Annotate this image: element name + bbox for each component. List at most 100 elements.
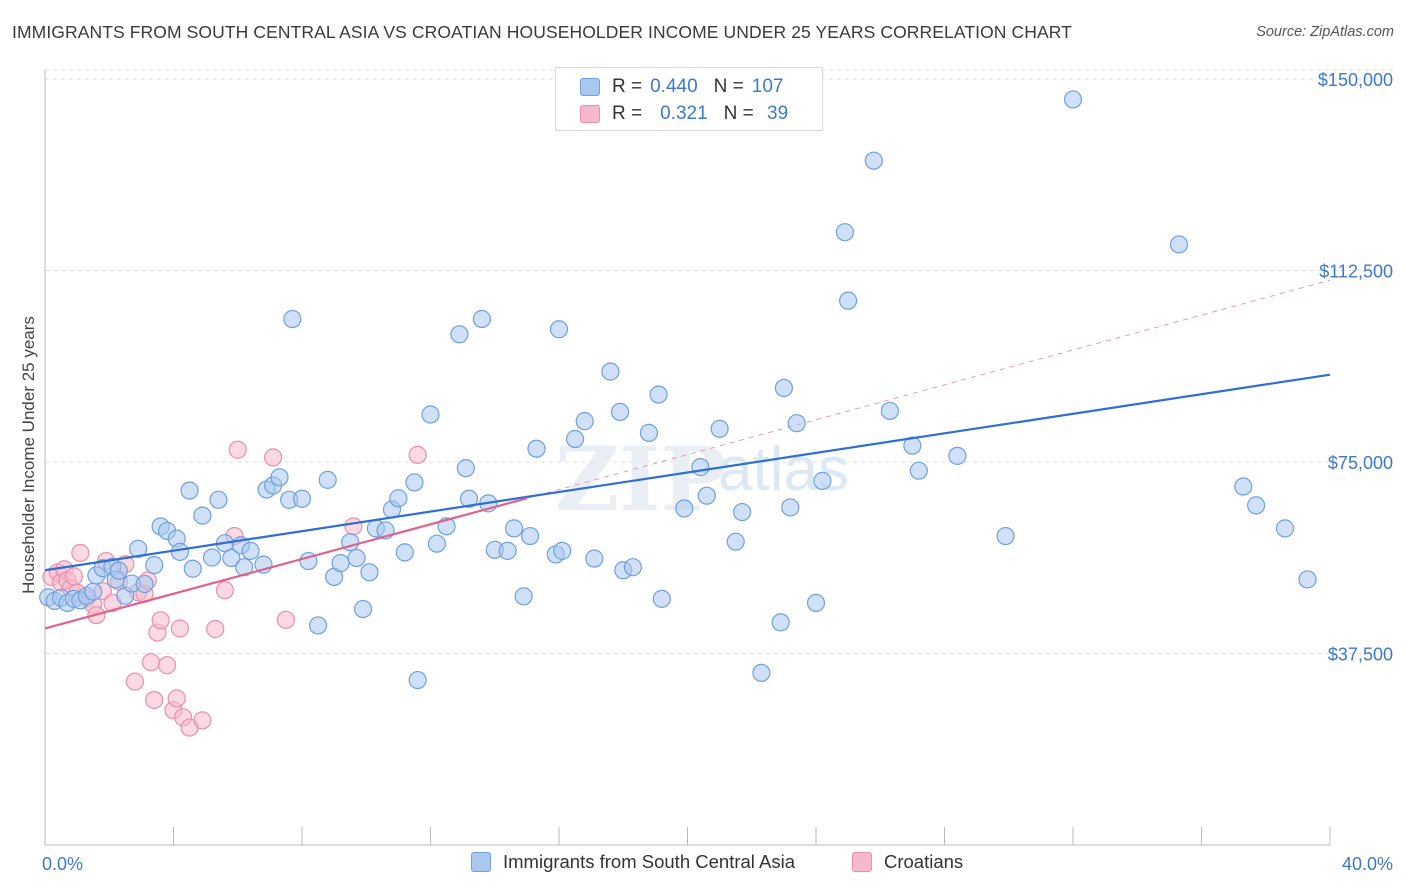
legend-swatch-pink <box>852 852 872 872</box>
immigrants-point <box>1275 519 1295 538</box>
y-tick-label: $112,500 <box>1319 262 1393 282</box>
immigrants-point <box>520 526 540 546</box>
immigrants-point <box>1169 235 1189 254</box>
immigrants-point <box>395 543 414 562</box>
immigrants-point <box>283 309 302 329</box>
immigrants-point <box>787 414 806 433</box>
immigrants-point <box>909 461 928 480</box>
immigrants-point <box>948 446 967 465</box>
immigrants-point <box>498 541 517 560</box>
legend-n-value: 39 <box>761 103 789 124</box>
immigrants-point <box>318 470 337 489</box>
trend-lines <box>526 279 1331 499</box>
immigrants-point <box>880 401 899 421</box>
immigrants-point <box>733 502 752 522</box>
legend-label-immigrants: Immigrants from South Central Asia <box>503 851 795 872</box>
legend-swatch-blue <box>471 852 491 872</box>
watermark-atlas: atlas <box>718 435 849 504</box>
immigrants-trend-line <box>44 373 1331 572</box>
immigrants-point <box>781 498 800 517</box>
immigrants-point <box>864 151 883 170</box>
immigrants-point <box>241 541 260 560</box>
immigrants-point <box>1247 496 1266 515</box>
immigrants-point <box>84 582 103 601</box>
watermark: ZIP atlas <box>555 427 849 531</box>
immigrants-point <box>806 593 826 613</box>
immigrants-point <box>565 429 585 449</box>
series-legend: Immigrants from South Central Asia Croat… <box>0 851 1406 877</box>
x-tick-label: 40.0% <box>1342 854 1393 874</box>
legend-r-value: 0.321 <box>660 103 708 124</box>
immigrants-point <box>601 362 620 381</box>
immigrants-point <box>389 489 408 508</box>
immigrants-point <box>504 519 524 538</box>
legend-n-value: 107 <box>751 76 784 97</box>
croatians-trend-line <box>44 497 528 630</box>
immigrants-point <box>353 599 373 619</box>
immigrants-point <box>331 554 350 573</box>
immigrants-point <box>675 499 694 518</box>
legend-item-croatians[interactable]: Croatians <box>852 851 963 873</box>
immigrants-point <box>996 526 1015 546</box>
immigrants-point <box>222 548 241 568</box>
croatians-point <box>71 543 90 562</box>
immigrants-point <box>405 473 424 492</box>
immigrants-point <box>553 541 572 560</box>
legend-row-pink: R = 0.321 N = 39 <box>580 101 788 127</box>
chart-title: IMMIGRANTS FROM SOUTH CENTRAL ASIA VS CR… <box>12 22 1072 42</box>
croatians-point <box>193 711 212 730</box>
immigrants-point <box>774 378 793 398</box>
immigrants-point <box>472 309 491 329</box>
croatians-point <box>170 619 190 638</box>
immigrants-point <box>459 489 479 508</box>
immigrants-point <box>1298 570 1317 589</box>
axes <box>44 70 1331 846</box>
x-tick-label: 0.0% <box>42 854 83 874</box>
croatians-point <box>344 517 363 536</box>
croatians-point <box>157 656 177 675</box>
immigrants-point <box>347 548 366 568</box>
immigrants-point <box>270 468 289 487</box>
immigrants-point <box>170 542 190 561</box>
croatians-point <box>206 619 225 639</box>
croatians-point <box>408 445 427 464</box>
immigrants-point <box>129 539 148 558</box>
immigrants-point <box>585 549 604 568</box>
immigrants-point <box>180 481 199 500</box>
y-tick-label: $75,000 <box>1328 453 1393 473</box>
immigrants-point <box>514 587 533 606</box>
legend-n-label: N = <box>723 103 754 124</box>
immigrants-point <box>427 534 447 553</box>
immigrants-point <box>771 613 790 632</box>
croatians-point <box>151 611 170 630</box>
immigrants-point <box>308 616 328 635</box>
immigrants-point <box>835 223 855 242</box>
immigrants-point <box>697 486 716 505</box>
legend-item-immigrants[interactable]: Immigrants from South Central Asia <box>471 851 795 873</box>
immigrants-point <box>813 471 832 490</box>
correlation-legend: R = 0.440 N = 107 R = 0.321 N = 39 <box>555 67 823 131</box>
source-credit: Source: ZipAtlas.com <box>1256 24 1394 40</box>
tick-labels: $37,500 $75,000 $112,500 $150,000 0.0% 40.0% <box>42 70 1393 874</box>
croatians-point <box>263 448 283 467</box>
immigrants-point <box>652 589 671 608</box>
croatians-point <box>215 581 234 600</box>
immigrants-point <box>549 320 569 339</box>
immigrants-point <box>623 558 642 577</box>
immigrants-point <box>575 412 594 431</box>
immigrants-point <box>421 405 440 424</box>
immigrants-point <box>1234 477 1253 496</box>
immigrants-point <box>209 490 228 509</box>
immigrants-point <box>839 291 858 310</box>
immigrants-point <box>1063 90 1083 109</box>
immigrants-point <box>456 459 475 478</box>
y-tick-label: $150,000 <box>1318 70 1393 90</box>
immigrants-point <box>639 423 659 442</box>
immigrants-point <box>145 556 164 575</box>
immigrants-point <box>752 663 771 683</box>
y-tick-label: $37,500 <box>1328 645 1393 665</box>
legend-n-label: N = <box>713 76 744 97</box>
immigrants-point <box>710 419 729 438</box>
immigrants-point <box>450 325 469 344</box>
immigrants-point <box>292 489 312 508</box>
